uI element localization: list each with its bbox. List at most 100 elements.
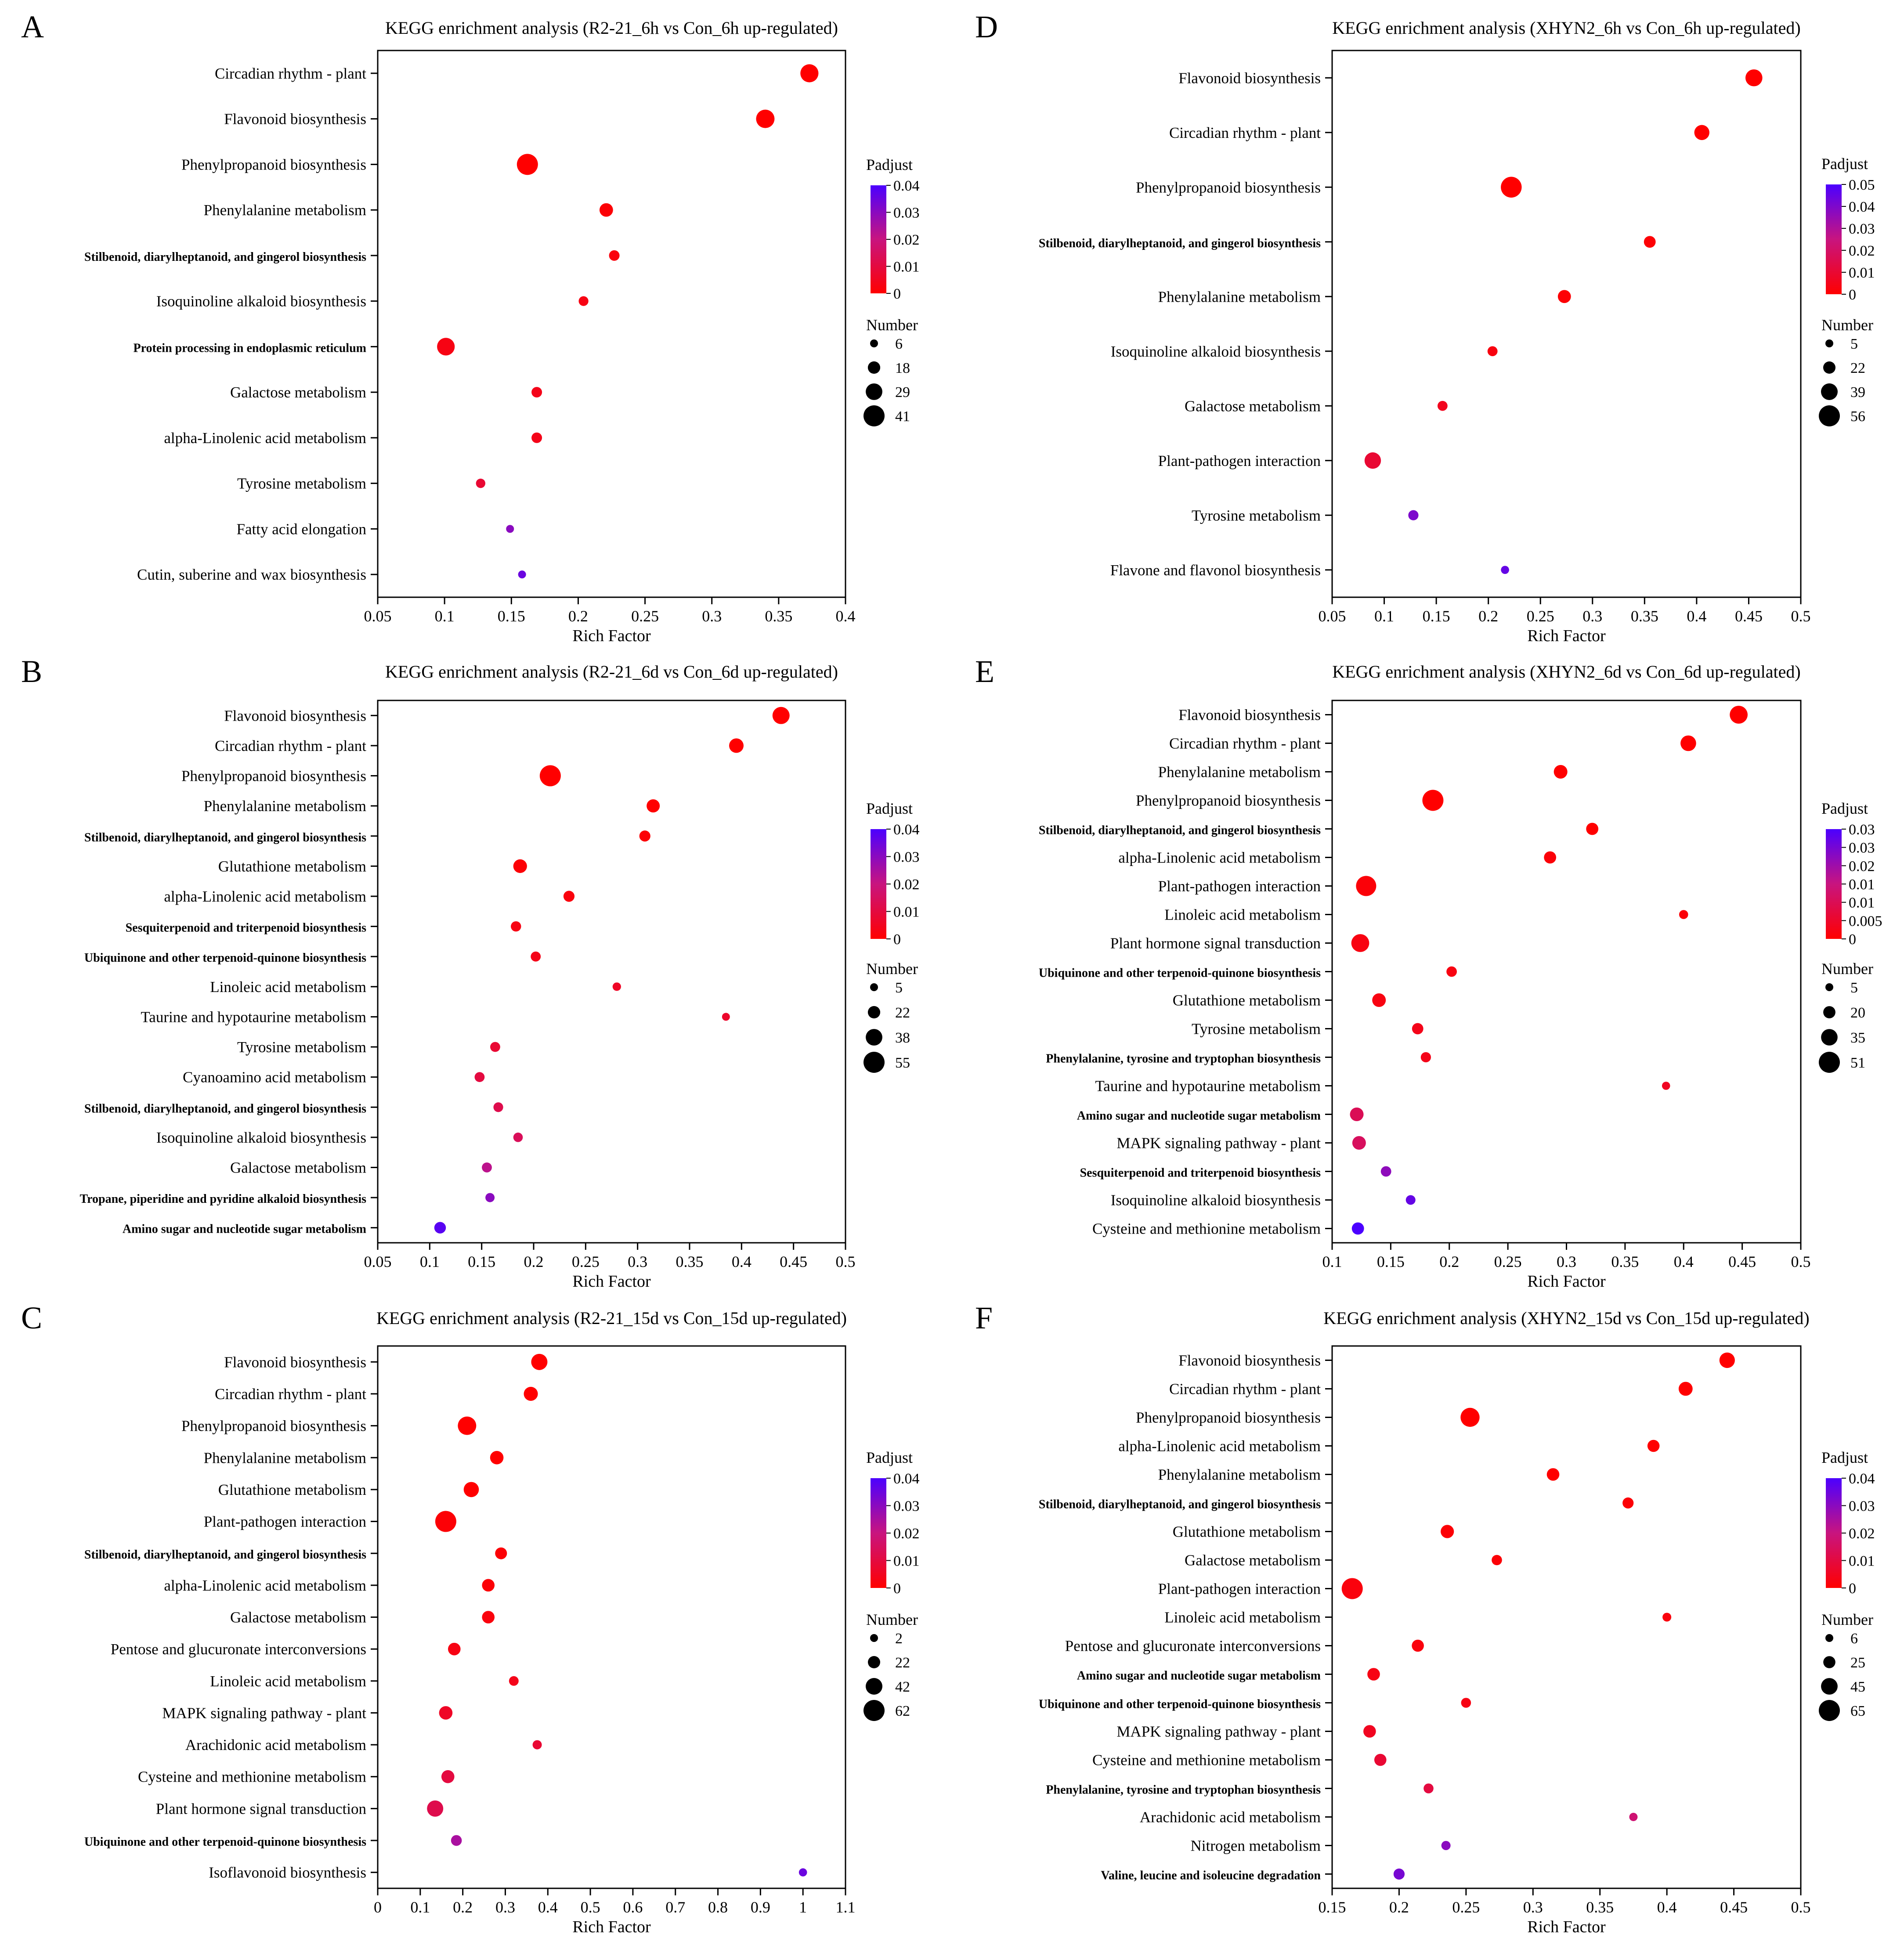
data-point — [531, 387, 542, 398]
panel-B: B KEGG enrichment analysis (R2-21_6d vs C… — [21, 654, 920, 1291]
x-axis-label: Rich Factor — [572, 1272, 651, 1291]
y-tick-label: Phenylpropanoid biosynthesis — [181, 156, 366, 173]
size-legend-dot — [1819, 405, 1840, 426]
chart-title: KEGG enrichment analysis (XHYN2_6d vs Co… — [1332, 662, 1800, 682]
chart-title: KEGG enrichment analysis (R2-21_6d vs Co… — [385, 662, 838, 682]
data-point — [1487, 346, 1498, 357]
x-tick-label: 0.2 — [1439, 1253, 1459, 1270]
data-point — [1363, 1725, 1376, 1738]
x-tick-label: 0.15 — [1423, 607, 1450, 625]
size-legend-label: 35 — [1850, 1030, 1865, 1046]
color-tick-label: 0.04 — [1849, 199, 1875, 215]
x-tick-label: 0.4 — [538, 1898, 558, 1916]
x-tick-label: 0.4 — [1687, 607, 1706, 625]
x-tick-label: 0.45 — [1728, 1253, 1756, 1270]
size-legend-title: Number — [866, 316, 918, 334]
x-tick-label: 0 — [374, 1898, 382, 1916]
color-tick-label: 0 — [893, 1580, 901, 1597]
y-tick-label: Stilbenoid, diarylheptanoid, and gingero… — [84, 831, 366, 844]
data-point — [517, 154, 538, 175]
plot-frame — [377, 1345, 846, 1889]
y-tick-label: Linoleic acid metabolism — [1164, 1609, 1321, 1626]
x-tick-label: 1 — [799, 1898, 807, 1916]
color-tick-label: 0.01 — [1849, 877, 1875, 893]
data-point — [609, 250, 620, 261]
size-legend-dot — [1825, 1634, 1833, 1642]
data-point — [1662, 1613, 1672, 1622]
y-tick-label: Galactose metabolism — [1185, 397, 1321, 415]
y-tick-label: Flavonoid biosynthesis — [1178, 1352, 1321, 1369]
y-tick-label: Flavonoid biosynthesis — [1178, 69, 1321, 87]
y-tick-label: Nitrogen metabolism — [1191, 1837, 1321, 1855]
size-legend-label: 39 — [1850, 384, 1865, 401]
x-axis-label: Rich Factor — [1527, 1272, 1606, 1291]
data-point — [1341, 1578, 1363, 1599]
data-point — [1501, 177, 1522, 198]
x-tick-label: 0.5 — [1791, 607, 1811, 625]
color-tick-label: 0.005 — [1849, 913, 1882, 929]
y-tick-label: Tyrosine metabolism — [237, 475, 366, 492]
x-tick-label: 0.2 — [1389, 1898, 1409, 1916]
color-bar — [871, 185, 886, 293]
data-point — [1662, 1082, 1670, 1090]
color-tick-label: 0.01 — [1849, 895, 1875, 911]
x-tick-label: 0.35 — [1631, 607, 1658, 625]
chart-title: KEGG enrichment analysis (R2-21_6h vs Co… — [385, 18, 838, 38]
x-tick-label: 0.3 — [1523, 1898, 1543, 1916]
color-tick-label: 0.04 — [893, 822, 920, 838]
data-point — [531, 432, 542, 443]
plot-frame — [1331, 50, 1802, 598]
x-tick-label: 0.05 — [1319, 607, 1346, 625]
color-tick-label: 0.01 — [893, 1553, 920, 1570]
data-point — [1412, 1023, 1423, 1035]
data-point — [1647, 1440, 1660, 1452]
color-legend-title: Padjust — [1821, 1449, 1868, 1466]
y-tick-label: Isoquinoline alkaloid biosynthesis — [1111, 1192, 1321, 1209]
y-tick-label: Plant-pathogen interaction — [1158, 1580, 1321, 1598]
x-axis-label: Rich Factor — [1527, 627, 1606, 645]
color-tick-label: 0.02 — [893, 1526, 920, 1542]
data-point — [1441, 1841, 1451, 1850]
size-legend-label: 22 — [895, 1005, 910, 1021]
plot-frame — [1331, 1345, 1802, 1889]
data-point — [490, 1450, 504, 1465]
y-tick-label: Pentose and glucuronate interconversions — [1065, 1638, 1321, 1655]
x-tick-label: 0.05 — [364, 607, 392, 625]
color-legend-title: Padjust — [866, 1449, 913, 1466]
color-tick-label: 0.03 — [893, 205, 920, 221]
panel-letter: E — [975, 654, 994, 689]
y-tick-label: Stilbenoid, diarylheptanoid, and gingero… — [84, 1102, 366, 1115]
data-point — [1352, 1136, 1366, 1150]
y-tick-label: Arachidonic acid metabolism — [185, 1736, 366, 1754]
data-point — [531, 951, 541, 962]
size-legend-label: 22 — [1850, 360, 1865, 376]
data-point — [513, 1133, 523, 1142]
x-tick-label: 0.15 — [498, 607, 525, 625]
y-tick-label: Galactose metabolism — [1185, 1552, 1321, 1569]
plot-frame — [377, 700, 846, 1244]
x-axis-label: Rich Factor — [572, 627, 651, 645]
x-tick-label: 0.15 — [1377, 1253, 1405, 1270]
color-tick-label: 0.05 — [1849, 177, 1875, 193]
x-axis-label: Rich Factor — [1527, 1918, 1606, 1934]
y-tick-label: MAPK signaling pathway - plant — [1116, 1723, 1321, 1740]
panel-letter: A — [21, 9, 44, 44]
data-point — [482, 1162, 492, 1173]
color-bar — [1826, 1478, 1842, 1588]
y-tick-label: Flavonoid biosynthesis — [224, 1353, 366, 1371]
y-tick-label: Stilbenoid, diarylheptanoid, and gingero… — [84, 1548, 366, 1562]
data-point — [482, 1611, 495, 1624]
data-point — [1393, 1868, 1405, 1880]
data-point — [1437, 401, 1448, 411]
x-tick-label: 0.15 — [1319, 1898, 1346, 1916]
y-tick-label: Isoflavonoid biosynthesis — [209, 1864, 366, 1881]
size-legend-dot — [1825, 983, 1833, 991]
y-tick-label: Circadian rhythm - plant — [1169, 735, 1321, 752]
chart-title: KEGG enrichment analysis (XHYN2_15d vs C… — [1323, 1308, 1809, 1328]
y-tick-label: Taurine and hypotaurine metabolism — [141, 1008, 366, 1025]
y-tick-label: Phenylpropanoid biosynthesis — [1136, 792, 1321, 809]
size-legend-label: 62 — [895, 1703, 910, 1719]
data-point — [485, 1193, 495, 1202]
data-point — [599, 203, 613, 217]
size-legend-title: Number — [866, 1611, 918, 1628]
